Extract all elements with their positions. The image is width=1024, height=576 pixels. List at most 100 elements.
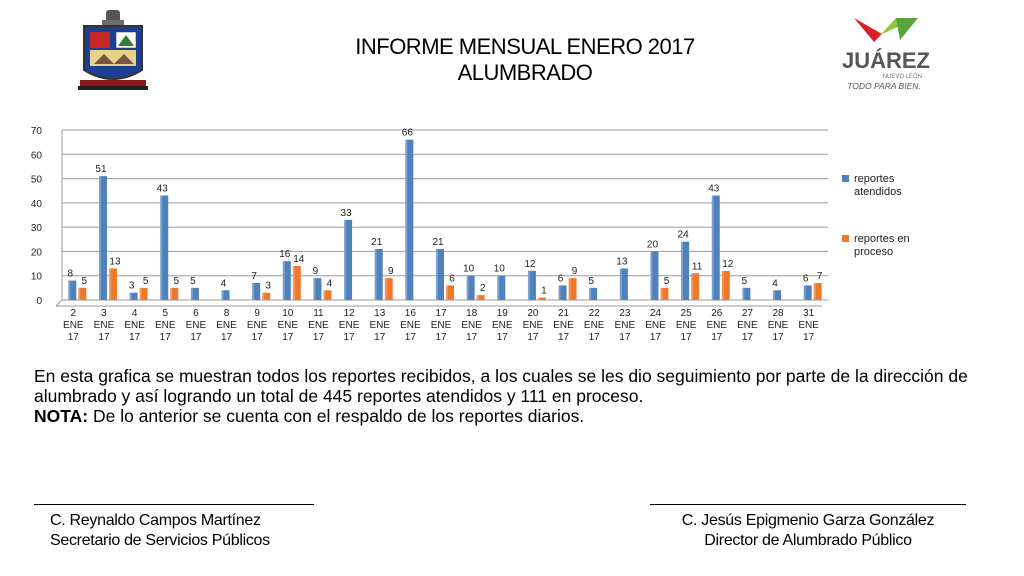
bar-highlight bbox=[711, 195, 714, 300]
x-tick-label: 18 ENE 17 bbox=[461, 308, 482, 343]
bar-highlight bbox=[527, 270, 530, 300]
bar-proceso bbox=[292, 266, 301, 300]
x-tick-label: 23 ENE 17 bbox=[615, 308, 636, 343]
bar-highlight bbox=[313, 278, 316, 300]
data-label-atendidos: 24 bbox=[678, 230, 690, 241]
y-tick-label: 50 bbox=[31, 175, 43, 186]
data-label-atendidos: 5 bbox=[190, 276, 196, 287]
bar-proceso bbox=[537, 297, 546, 300]
bar-highlight bbox=[170, 287, 173, 300]
bar-atendidos bbox=[221, 290, 230, 300]
bar-proceso bbox=[78, 287, 87, 300]
bar-atendidos bbox=[650, 251, 659, 300]
data-label-proceso: 12 bbox=[722, 259, 734, 270]
data-label-atendidos: 3 bbox=[129, 281, 135, 292]
x-tick-label: 19 ENE 17 bbox=[492, 308, 513, 343]
x-tick-label: 20 ENE 17 bbox=[523, 308, 544, 343]
bar-atendidos bbox=[98, 176, 107, 300]
bar-proceso bbox=[170, 287, 179, 300]
x-tick-label: 17 ENE 17 bbox=[431, 308, 452, 343]
y-tick-label: 30 bbox=[31, 223, 43, 234]
bar-highlight bbox=[558, 285, 561, 300]
note-label: NOTA: bbox=[34, 406, 89, 426]
data-label-proceso: 3 bbox=[265, 281, 271, 292]
data-label-proceso: 6 bbox=[449, 273, 455, 284]
bar-proceso bbox=[691, 273, 700, 300]
bar-atendidos bbox=[252, 283, 261, 300]
bar-atendidos bbox=[405, 139, 414, 300]
bar-highlight bbox=[221, 290, 224, 300]
signature-right-role: Director de Alumbrado Público bbox=[704, 532, 912, 549]
bar-proceso bbox=[323, 290, 332, 300]
x-tick-label: 13 ENE 17 bbox=[369, 308, 390, 343]
bar-proceso bbox=[139, 287, 148, 300]
signature-left-role: Secretario de Servicios Públicos bbox=[50, 532, 270, 549]
bar-proceso bbox=[108, 268, 117, 300]
bar-proceso bbox=[813, 283, 822, 300]
bar-atendidos bbox=[619, 268, 628, 300]
x-tick-label: 5 ENE 17 bbox=[155, 308, 176, 343]
x-tick-label: 24 ENE 17 bbox=[645, 308, 666, 343]
bar-highlight bbox=[78, 287, 81, 300]
data-label-proceso: 7 bbox=[817, 271, 823, 282]
data-label-proceso: 13 bbox=[109, 256, 121, 267]
bar-highlight bbox=[537, 297, 540, 300]
bar-atendidos bbox=[773, 290, 782, 300]
bar-highlight bbox=[681, 241, 684, 300]
bar-highlight bbox=[252, 283, 255, 300]
bar-highlight bbox=[742, 287, 745, 300]
floor-edge bbox=[55, 299, 63, 307]
coat-of-arms-logo bbox=[76, 8, 150, 94]
bar-highlight bbox=[721, 270, 724, 300]
bar-highlight bbox=[139, 287, 142, 300]
signature-left: C. Reynaldo Campos Martínez Secretario d… bbox=[34, 504, 314, 551]
data-label-atendidos: 8 bbox=[68, 269, 74, 280]
data-label-atendidos: 21 bbox=[371, 237, 383, 248]
bar-proceso bbox=[384, 278, 393, 300]
bar-atendidos bbox=[282, 261, 291, 300]
data-label-atendidos: 6 bbox=[803, 273, 809, 284]
y-axis-ticks: 0 10 20 30 40 50 60 70 bbox=[31, 126, 43, 307]
legend: reportes atendidos reportes en proceso bbox=[842, 173, 910, 258]
bar-atendidos bbox=[527, 270, 536, 300]
x-tick-label: 4 ENE 17 bbox=[124, 308, 145, 343]
bar-highlight bbox=[98, 176, 101, 300]
bar-atendidos bbox=[313, 278, 322, 300]
data-label-proceso: 9 bbox=[572, 266, 578, 277]
description: En esta grafica se muestran todos los re… bbox=[34, 366, 984, 426]
juarez-logo: JUÁREZ NUEVO LEÓN TODO PARA BIEN. bbox=[826, 12, 946, 94]
bar-highlight bbox=[589, 287, 592, 300]
y-tick-label: 10 bbox=[31, 272, 43, 283]
bar-atendidos bbox=[190, 287, 199, 300]
data-label-atendidos: 33 bbox=[341, 208, 353, 219]
bar-atendidos bbox=[68, 280, 77, 300]
legend-swatch-proceso bbox=[842, 235, 849, 242]
signature-right: C. Jesús Epigmenio Garza González Direct… bbox=[650, 504, 966, 551]
x-tick-label: 28 ENE 17 bbox=[768, 308, 789, 343]
bar-highlight bbox=[773, 290, 776, 300]
data-label-atendidos: 51 bbox=[95, 164, 107, 175]
bar-atendidos bbox=[466, 275, 475, 300]
bar-highlight bbox=[568, 278, 571, 300]
bar-atendidos bbox=[129, 292, 138, 300]
bar-highlight bbox=[466, 275, 469, 300]
x-tick-label: 21 ENE 17 bbox=[553, 308, 574, 343]
bar-proceso bbox=[446, 285, 454, 300]
data-label-atendidos: 7 bbox=[251, 271, 257, 282]
bar-highlight bbox=[476, 295, 479, 300]
description-text: En esta grafica se muestran todos los re… bbox=[34, 366, 968, 406]
bar-atendidos bbox=[160, 195, 169, 300]
y-tick-label: 40 bbox=[31, 199, 43, 210]
data-label-atendidos: 5 bbox=[588, 276, 594, 287]
x-axis-ticks: 2 ENE 17 3 ENE 17 4 ENE 17 5 ENE 17 6 ENE 17 8 ENE 17 9 ENE… bbox=[63, 308, 819, 343]
bar-highlight bbox=[68, 280, 71, 300]
bar-highlight bbox=[160, 195, 163, 300]
bar-highlight bbox=[660, 287, 663, 300]
bar-highlight bbox=[446, 285, 448, 300]
title-line-1: INFORME MENSUAL ENERO 2017 bbox=[355, 34, 695, 59]
y-tick-label: 70 bbox=[31, 126, 43, 137]
bars bbox=[68, 139, 822, 300]
bar-highlight bbox=[497, 275, 500, 300]
